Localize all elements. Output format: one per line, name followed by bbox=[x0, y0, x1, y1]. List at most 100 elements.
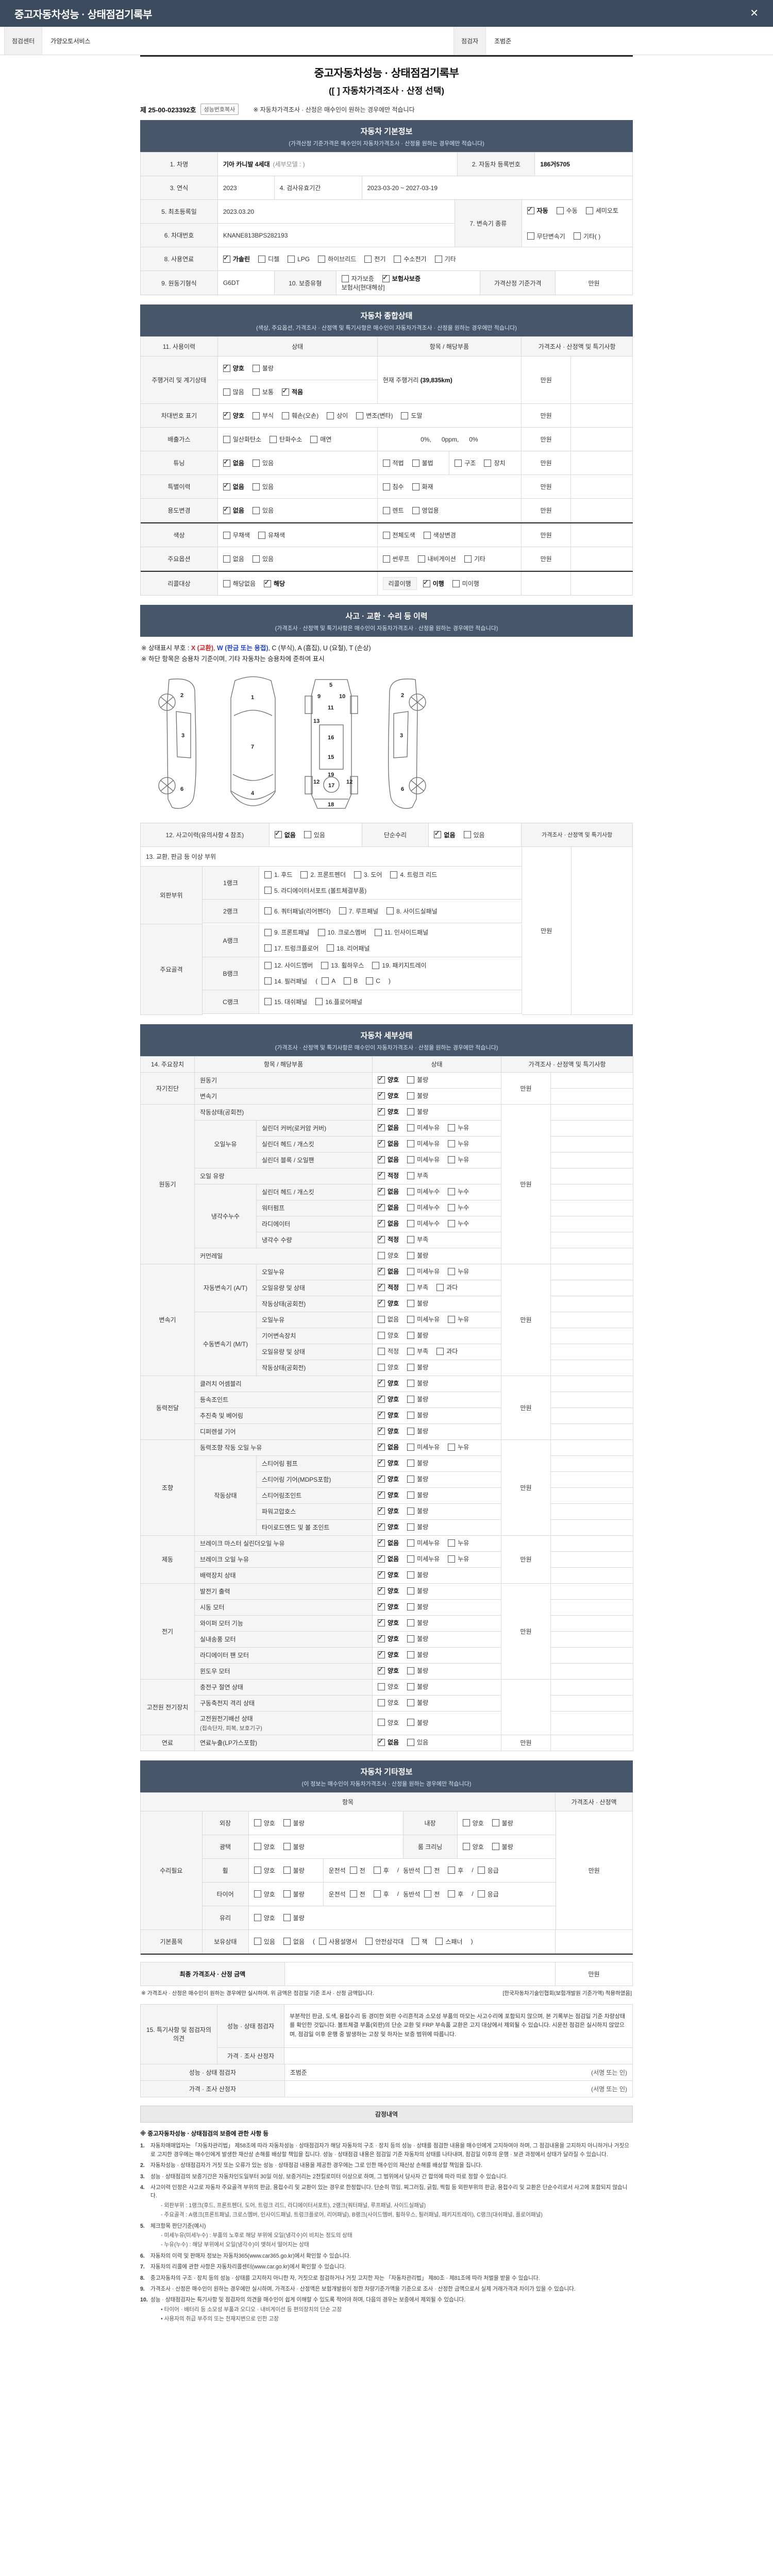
checkbox-option[interactable]: 2. 프론트펜더 bbox=[300, 870, 346, 879]
checkbox-option[interactable]: 불량 bbox=[283, 1913, 305, 1922]
checkbox-icon[interactable] bbox=[310, 435, 318, 443]
remark-cell[interactable] bbox=[550, 1136, 634, 1153]
checkbox-option[interactable]: 부식 bbox=[252, 411, 274, 420]
checkbox-option[interactable]: 양호 bbox=[378, 1569, 399, 1579]
checkbox-option[interactable]: 10. 크로스멤버 bbox=[317, 928, 366, 937]
checkbox-option[interactable]: 12. 사이드멤버 bbox=[264, 961, 313, 970]
checkbox-option[interactable]: 미이행 bbox=[452, 579, 479, 588]
remark-cell[interactable] bbox=[550, 1375, 634, 1392]
checkbox-icon[interactable] bbox=[382, 459, 390, 467]
checkbox-icon[interactable] bbox=[407, 1235, 415, 1243]
checkbox-option[interactable]: 1. 후드 bbox=[264, 870, 292, 879]
checkbox-icon[interactable] bbox=[378, 1473, 385, 1483]
checkbox-icon[interactable] bbox=[407, 1738, 415, 1746]
checkbox-option[interactable]: 과다 bbox=[436, 1347, 458, 1355]
checkbox-icon[interactable] bbox=[252, 483, 260, 490]
checkbox-option[interactable]: 불량 bbox=[407, 1618, 428, 1627]
checkbox-icon[interactable] bbox=[477, 1867, 485, 1874]
checkbox-option[interactable]: 내비게이션 bbox=[417, 554, 456, 563]
remark-cell[interactable] bbox=[571, 428, 633, 451]
checkbox-option[interactable]: 보험사보증 bbox=[382, 273, 421, 283]
checkbox-option[interactable]: 양호 bbox=[378, 1505, 399, 1515]
checkbox-option[interactable]: 없음 bbox=[434, 829, 456, 839]
checkbox-option[interactable]: 양호 bbox=[378, 1410, 399, 1419]
checkbox-option[interactable]: 불법 bbox=[412, 459, 433, 467]
checkbox-option[interactable]: 적정 bbox=[378, 1170, 399, 1180]
checkbox-icon[interactable] bbox=[407, 1427, 415, 1435]
checkbox-icon[interactable] bbox=[283, 1867, 291, 1874]
checkbox-option[interactable]: 양호 bbox=[254, 1866, 275, 1875]
remark-cell[interactable] bbox=[550, 1279, 634, 1296]
checkbox-icon[interactable] bbox=[223, 435, 230, 443]
checkbox-icon[interactable] bbox=[407, 1459, 415, 1467]
checkbox-option[interactable]: 적정 bbox=[378, 1282, 399, 1292]
checkbox-icon[interactable] bbox=[264, 871, 272, 878]
checkbox-option[interactable]: 불량 bbox=[407, 1475, 428, 1483]
checkbox-icon[interactable] bbox=[252, 555, 260, 563]
checkbox-option[interactable]: 미세누수 bbox=[407, 1219, 440, 1228]
checkbox-option[interactable]: 화재 bbox=[412, 482, 433, 491]
checkbox-icon[interactable] bbox=[407, 1140, 415, 1147]
checkbox-option[interactable]: 상이 bbox=[327, 411, 348, 420]
checkbox-option[interactable]: 없음 bbox=[378, 1315, 399, 1324]
remark-cell[interactable] bbox=[550, 1423, 634, 1440]
checkbox-icon[interactable] bbox=[327, 944, 334, 952]
checkbox-icon[interactable] bbox=[252, 506, 260, 514]
checkbox-option[interactable]: 불량 bbox=[407, 1107, 428, 1116]
remark-cell[interactable] bbox=[550, 1567, 634, 1584]
close-icon[interactable]: ✕ bbox=[750, 8, 759, 19]
checkbox-option[interactable]: 5. 라디에이터서포트 (볼트체결부품) bbox=[264, 886, 366, 895]
checkbox-icon[interactable] bbox=[304, 831, 311, 838]
remark-cell[interactable] bbox=[571, 357, 633, 404]
checkbox-icon[interactable] bbox=[484, 459, 492, 467]
remark-cell[interactable] bbox=[550, 1647, 634, 1664]
checkbox-icon[interactable] bbox=[378, 1106, 385, 1115]
checkbox-icon[interactable] bbox=[407, 1475, 415, 1483]
checkbox-option[interactable]: 양호 bbox=[378, 1489, 399, 1499]
checkbox-icon[interactable] bbox=[407, 1619, 415, 1626]
checkbox-icon[interactable] bbox=[252, 412, 260, 419]
checkbox-icon[interactable] bbox=[283, 1890, 291, 1897]
checkbox-option[interactable]: 있음 bbox=[252, 482, 274, 491]
copy-number-button[interactable]: 성능번호복사 bbox=[200, 104, 239, 115]
checkbox-option[interactable]: 없음 bbox=[378, 1202, 399, 1212]
remark-cell[interactable] bbox=[550, 1104, 634, 1121]
checkbox-option[interactable]: 자가보증 bbox=[341, 274, 374, 283]
checkbox-option[interactable]: 수동 bbox=[556, 206, 578, 215]
checkbox-icon[interactable] bbox=[223, 363, 230, 372]
checkbox-icon[interactable] bbox=[283, 1843, 291, 1850]
checkbox-icon[interactable] bbox=[436, 1283, 444, 1291]
checkbox-option[interactable]: B bbox=[344, 977, 358, 985]
checkbox-icon[interactable] bbox=[407, 1411, 415, 1419]
checkbox-option[interactable]: 응급 bbox=[477, 1890, 499, 1899]
checkbox-icon[interactable] bbox=[274, 829, 282, 838]
checkbox-option[interactable]: 렌트 bbox=[382, 506, 404, 515]
checkbox-option[interactable]: 불량 bbox=[407, 1506, 428, 1515]
checkbox-option[interactable]: 불량 bbox=[407, 1570, 428, 1579]
remark-cell[interactable] bbox=[550, 1327, 634, 1344]
checkbox-option[interactable]: 불량 bbox=[407, 1379, 428, 1387]
checkbox-icon[interactable] bbox=[448, 1443, 456, 1451]
checkbox-option[interactable]: 무채색 bbox=[223, 531, 250, 539]
checkbox-icon[interactable] bbox=[223, 580, 230, 587]
checkbox-option[interactable]: 적법 bbox=[382, 459, 404, 467]
checkbox-option[interactable]: 매연 bbox=[310, 435, 331, 444]
checkbox-option[interactable]: 무단변속기 bbox=[527, 232, 565, 241]
checkbox-icon[interactable] bbox=[264, 944, 272, 952]
checkbox-option[interactable]: 13. 휠하우스 bbox=[321, 961, 364, 970]
checkbox-option[interactable]: 누유 bbox=[448, 1139, 469, 1148]
checkbox-icon[interactable] bbox=[264, 998, 272, 1005]
checkbox-option[interactable]: 6. 쿼터패널(리어펜더) bbox=[264, 907, 331, 916]
remark-cell[interactable] bbox=[550, 1183, 634, 1200]
checkbox-option[interactable]: 있음 bbox=[463, 831, 485, 839]
remark-cell[interactable] bbox=[550, 1535, 634, 1552]
checkbox-icon[interactable] bbox=[366, 977, 374, 985]
checkbox-icon[interactable] bbox=[448, 1219, 456, 1227]
checkbox-icon[interactable] bbox=[527, 205, 534, 214]
checkbox-option[interactable]: 없음 bbox=[223, 481, 244, 491]
checkbox-option[interactable]: 자동 bbox=[527, 205, 548, 215]
checkbox-option[interactable]: 미세누유 bbox=[407, 1538, 440, 1547]
checkbox-option[interactable]: 양호 bbox=[378, 1090, 399, 1100]
checkbox-option[interactable]: 양호 bbox=[378, 1106, 399, 1116]
remark-cell[interactable] bbox=[550, 1455, 634, 1472]
